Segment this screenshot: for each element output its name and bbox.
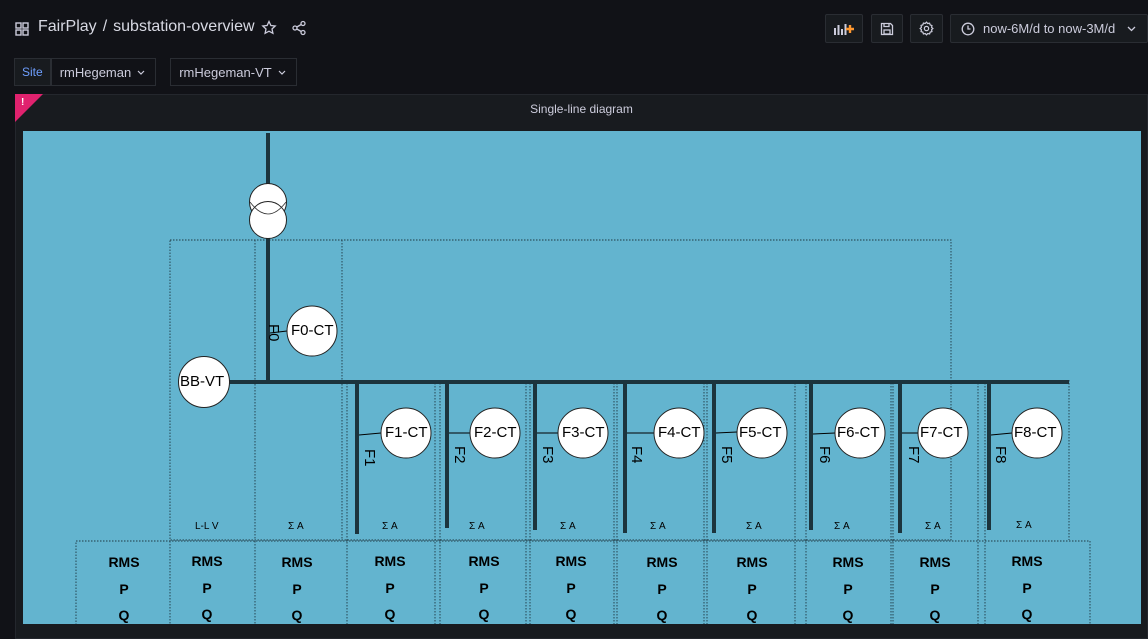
feeder-label-f5: F5	[718, 446, 735, 464]
ct-label-f6[interactable]: F6-CT	[837, 424, 880, 441]
vt-label-bb[interactable]: BB-VT	[180, 373, 225, 390]
dashboard-title[interactable]: substation-overview	[113, 18, 255, 35]
dashboards-grid-icon[interactable]	[15, 22, 29, 36]
site-variable-label: Site	[14, 58, 51, 86]
measure-label-f3: Σ A	[560, 521, 576, 532]
measure-label-f2: Σ A	[469, 521, 485, 532]
share-icon[interactable]	[291, 20, 307, 36]
add-panel-icon	[834, 23, 854, 35]
transformer-winding-secondary	[249, 201, 287, 239]
ct-label-f8[interactable]: F8-CT	[1014, 424, 1057, 441]
measure-label-f5: Σ A	[746, 521, 762, 532]
time-range-picker[interactable]: now-6M/d to now-3M/d	[950, 14, 1148, 43]
add-panel-button[interactable]	[825, 14, 863, 43]
ct-label-f2[interactable]: F2-CT	[474, 424, 517, 441]
measure-label-vt: L-L V	[195, 521, 219, 532]
site-select-value: rmHegeman	[59, 64, 132, 80]
save-dashboard-button[interactable]	[871, 14, 903, 43]
time-range-label: now-6M/d to now-3M/d	[983, 21, 1116, 36]
feeder-label-f2: F2	[451, 446, 468, 464]
measure-label-f0: Σ A	[288, 521, 304, 532]
breadcrumb-org[interactable]: FairPlay	[38, 18, 97, 35]
chevron-down-icon	[137, 70, 145, 75]
chevron-down-icon	[278, 70, 286, 75]
vt-select-value: rmHegeman-VT	[179, 64, 272, 80]
dashboard-settings-button[interactable]	[910, 14, 943, 43]
metrics-column-f3[interactable]: RMS P Q	[555, 553, 587, 622]
metrics-column-f2[interactable]: RMS P Q	[468, 553, 500, 622]
metrics-column-vt[interactable]: RMS P Q	[191, 553, 223, 622]
metrics-column-f0[interactable]: RMS P Q	[281, 554, 313, 623]
metrics-table: RMS P Q RMS P Q RMS P Q RMS P Q RMS P Q RMS P Q RMS P…	[23, 541, 1141, 624]
measure-label-f7: Σ A	[925, 521, 941, 532]
panel-error-indicator[interactable]	[15, 94, 43, 122]
ct-label-f4[interactable]: F4-CT	[658, 424, 701, 441]
feeder-label-f1: F1	[361, 449, 378, 467]
measure-label-f6: Σ A	[834, 521, 850, 532]
chevron-down-icon	[1127, 26, 1136, 31]
save-icon	[880, 22, 894, 35]
metrics-column-f1[interactable]: RMS P Q	[374, 553, 406, 622]
feeder-label-f0: F0	[265, 324, 282, 342]
star-icon[interactable]	[261, 20, 277, 36]
feeder-label-f3: F3	[539, 446, 556, 464]
ct-label-f5[interactable]: F5-CT	[739, 424, 782, 441]
top-bar: FairPlay / substation-overview now-6M/d to…	[0, 0, 1148, 56]
measure-label-f8: Σ A	[1016, 520, 1032, 531]
gear-icon	[919, 21, 934, 36]
measure-label-f4: Σ A	[650, 521, 666, 532]
breadcrumb-separator: /	[102, 18, 108, 35]
clock-icon	[961, 22, 975, 35]
ct-label-f1[interactable]: F1-CT	[385, 424, 428, 441]
feeder-label-f6: F6	[816, 446, 833, 464]
metrics-column-f5[interactable]: RMS P Q	[736, 554, 768, 623]
metrics-column-f6[interactable]: RMS P Q	[832, 554, 864, 623]
metrics-column-f4[interactable]: RMS P Q	[646, 554, 678, 623]
ct-label-f3[interactable]: F3-CT	[562, 424, 605, 441]
ct-label-f0[interactable]: F0-CT	[291, 322, 334, 339]
variables-bar: Site rmHegeman rmHegeman-VT	[14, 58, 297, 86]
metrics-column-f8[interactable]: RMS P Q	[1011, 553, 1043, 622]
metrics-column-transformer[interactable]: RMS P Q	[108, 554, 140, 623]
panel-title[interactable]: Single-line diagram	[530, 102, 633, 116]
breadcrumb: FairPlay / substation-overview	[38, 18, 255, 36]
error-icon: !	[21, 97, 25, 108]
ct-label-f7[interactable]: F7-CT	[920, 424, 963, 441]
feeder-label-f8: F8	[992, 446, 1009, 464]
feeder-label-f7: F7	[905, 446, 922, 464]
site-select[interactable]: rmHegeman	[50, 58, 157, 86]
vt-select[interactable]: rmHegeman-VT	[170, 58, 297, 86]
measure-label-f1: Σ A	[382, 521, 398, 532]
metrics-column-f7[interactable]: RMS P Q	[919, 554, 951, 623]
feeder-label-f4: F4	[628, 446, 645, 464]
diagram-canvas: F0 F0-CT BB-VT F1-CT F2-CT F3-CT F4-CT F…	[23, 131, 1141, 624]
single-line-diagram	[75, 133, 1091, 624]
